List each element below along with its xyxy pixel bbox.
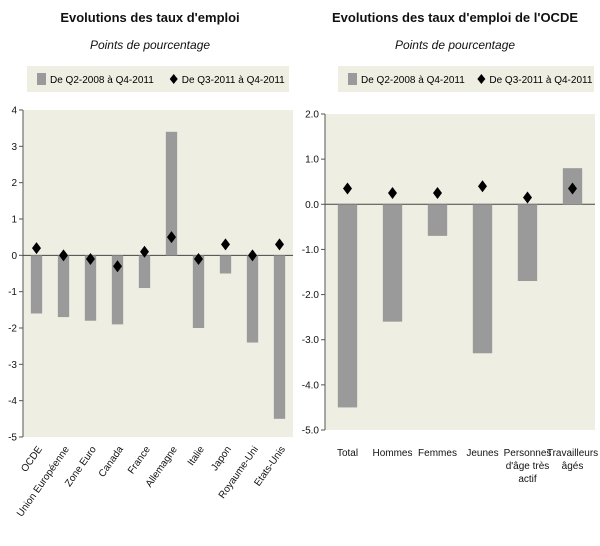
diamond-marker: [388, 187, 397, 199]
x-tick-label: Personnes: [504, 448, 552, 459]
x-tick-label: Italie: [186, 444, 207, 468]
bar: [382, 204, 403, 322]
chart-right: Evolutions des taux d'emploi de l'OCDE P…: [302, 0, 600, 546]
bar: [138, 255, 151, 289]
y-tick-label: 0.0: [305, 200, 319, 211]
x-tick-label: Total: [337, 448, 358, 459]
diamond-marker: [59, 249, 68, 262]
bar: [165, 131, 178, 256]
legend-label: De Q2-2008 à Q4-2011: [361, 75, 465, 86]
diamond-marker: [113, 260, 122, 273]
chart-title: Evolutions des taux d'emploi de l'OCDE: [332, 10, 578, 25]
y-tick-label: 0: [11, 251, 17, 262]
diamond-marker: [568, 182, 577, 195]
legend-box: [338, 66, 594, 92]
y-tick-label: -4.0: [302, 380, 320, 391]
legend-box: [27, 66, 289, 92]
legend-bar-swatch: [348, 73, 357, 85]
y-tick-label: -2.0: [302, 290, 320, 301]
diamond-marker: [221, 238, 230, 251]
y-tick-label: 2: [11, 178, 17, 189]
legend-bar-swatch: [37, 73, 46, 85]
y-tick-label: -3: [8, 360, 17, 371]
legend-diamond-swatch: [169, 74, 178, 84]
bar: [192, 255, 205, 328]
y-tick-label: 2.0: [305, 110, 319, 121]
y-tick-label: 1.0: [305, 155, 319, 166]
bar: [517, 204, 538, 282]
diamond-marker: [32, 242, 41, 255]
chart-right-svg: De Q2-2008 à Q4-2011 De Q3-2011 à Q4-2011…: [302, 66, 598, 485]
bar: [57, 255, 70, 318]
bar: [246, 255, 259, 343]
y-tick-label: -1: [8, 287, 17, 298]
x-tick-label: France: [126, 444, 153, 476]
bar: [30, 255, 43, 314]
chart-left-svg: De Q2-2008 à Q4-2011 De Q3-2011 à Q4-2011…: [8, 66, 293, 519]
chart-left: Evolutions des taux d'emploi Points de p…: [5, 0, 295, 546]
y-tick-label: -1.0: [302, 245, 320, 256]
y-tick-label: -3.0: [302, 335, 320, 346]
x-tick-label: OCDE: [19, 444, 45, 474]
diamond-marker: [167, 231, 176, 244]
y-tick-label: 1: [11, 215, 17, 226]
bar: [337, 204, 358, 408]
x-tick-label: âgés: [562, 461, 584, 472]
diamond-marker: [86, 252, 95, 265]
diamond-marker: [248, 249, 257, 262]
diamond-marker: [140, 245, 149, 258]
bar: [427, 204, 448, 236]
y-tick-label: -2: [8, 324, 17, 335]
legend-diamond-swatch: [477, 74, 486, 84]
plot-area: [325, 114, 595, 430]
y-tick-label: 4: [11, 106, 17, 117]
diamond-marker: [478, 180, 487, 193]
x-tick-label: Canada: [97, 444, 126, 479]
chart-subtitle: Points de pourcentage: [394, 38, 516, 52]
bar: [111, 255, 124, 325]
x-tick-label: Hommes: [372, 448, 412, 459]
legend-label: De Q2-2008 à Q4-2011: [50, 75, 154, 86]
legend-label: De Q3-2011 à Q4-2011: [182, 75, 285, 86]
bar: [219, 255, 232, 274]
diamond-marker: [523, 191, 532, 204]
y-tick-label: -5.0: [302, 426, 320, 437]
y-tick-label: -4: [8, 396, 17, 407]
y-tick-label: -5: [8, 433, 17, 444]
x-tick-label: d'âge très: [506, 461, 550, 472]
diamond-marker: [343, 182, 352, 195]
bar: [472, 204, 493, 354]
x-tick-label: actif: [518, 474, 537, 485]
legend-label: De Q3-2011 à Q4-2011: [489, 75, 592, 86]
bar: [273, 255, 286, 419]
x-tick-label: Jeunes: [466, 448, 498, 459]
y-tick-label: 3: [11, 142, 17, 153]
diamond-marker: [275, 238, 284, 251]
diamond-marker: [433, 187, 442, 199]
x-tick-label: Japon: [209, 444, 234, 473]
x-tick-label: Travailleurs: [547, 448, 598, 459]
bar: [84, 255, 97, 321]
diamond-marker: [194, 252, 203, 265]
x-tick-label: Femmes: [418, 448, 457, 459]
chart-subtitle: Points de pourcentage: [89, 38, 211, 52]
chart-title: Evolutions des taux d'emploi: [60, 10, 240, 25]
